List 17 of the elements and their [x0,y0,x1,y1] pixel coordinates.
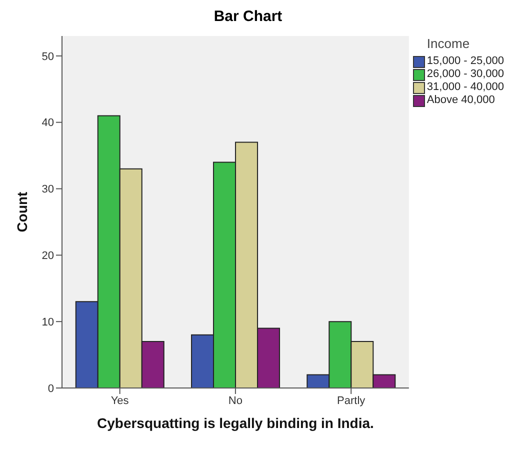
x-tick-label: Partly [337,394,366,407]
y-tick-label: 30 [42,184,54,196]
y-tick-label: 10 [42,316,54,328]
legend-title: Income [426,36,471,51]
x-tick-label: Yes [110,394,130,407]
x-axis-title: Cybersquatting is legally binding in India. [97,415,374,431]
legend-label: 31,000 - 40,000 [426,81,504,94]
y-axis-title: Count [14,191,30,232]
y-tick-label: 50 [42,50,54,63]
y-tick-label: 20 [42,250,54,262]
y-tick-label: 40 [42,117,54,130]
x-tick-label: No [228,394,242,407]
chart-title: Bar Chart [212,8,284,27]
legend-label: 26,000 - 30,000 [426,68,504,81]
legend-label: 15,000 - 25,000 [426,55,504,68]
y-tick-label: 0 [48,382,54,395]
legend-label: Above 40,000 [426,94,495,107]
